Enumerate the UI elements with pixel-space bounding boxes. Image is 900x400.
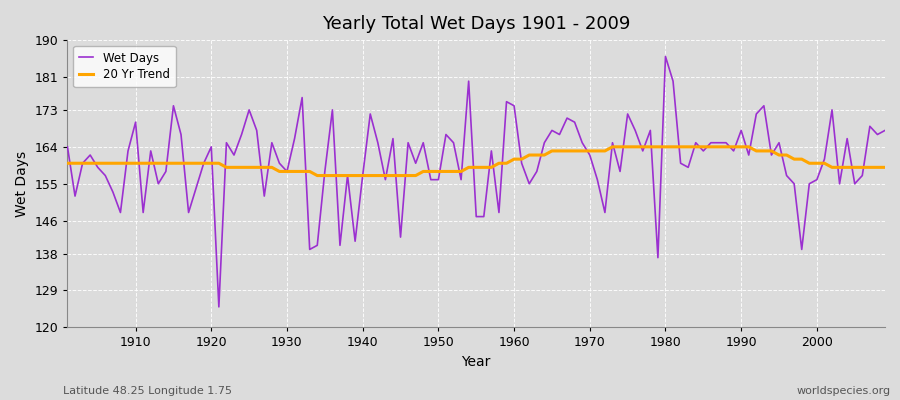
20 Yr Trend bbox=[342, 173, 353, 178]
20 Yr Trend bbox=[608, 144, 618, 149]
Wet Days bbox=[62, 144, 73, 149]
Text: worldspecies.org: worldspecies.org bbox=[796, 386, 891, 396]
20 Yr Trend bbox=[312, 173, 323, 178]
Wet Days bbox=[508, 103, 519, 108]
20 Yr Trend bbox=[517, 157, 527, 162]
Text: Latitude 48.25 Longitude 1.75: Latitude 48.25 Longitude 1.75 bbox=[63, 386, 232, 396]
Title: Yearly Total Wet Days 1901 - 2009: Yearly Total Wet Days 1901 - 2009 bbox=[322, 15, 630, 33]
20 Yr Trend bbox=[122, 161, 133, 166]
Wet Days bbox=[342, 173, 353, 178]
Wet Days bbox=[608, 140, 618, 145]
Wet Days bbox=[122, 148, 133, 153]
Wet Days bbox=[213, 304, 224, 309]
Line: 20 Yr Trend: 20 Yr Trend bbox=[68, 147, 885, 176]
20 Yr Trend bbox=[508, 157, 519, 162]
20 Yr Trend bbox=[615, 144, 626, 149]
20 Yr Trend bbox=[879, 165, 890, 170]
Wet Days bbox=[660, 54, 670, 59]
20 Yr Trend bbox=[62, 161, 73, 166]
20 Yr Trend bbox=[289, 169, 300, 174]
Y-axis label: Wet Days: Wet Days bbox=[15, 151, 29, 217]
Wet Days bbox=[297, 95, 308, 100]
Line: Wet Days: Wet Days bbox=[68, 56, 885, 307]
Wet Days bbox=[879, 128, 890, 133]
Wet Days bbox=[517, 161, 527, 166]
X-axis label: Year: Year bbox=[462, 355, 490, 369]
Legend: Wet Days, 20 Yr Trend: Wet Days, 20 Yr Trend bbox=[74, 46, 176, 87]
